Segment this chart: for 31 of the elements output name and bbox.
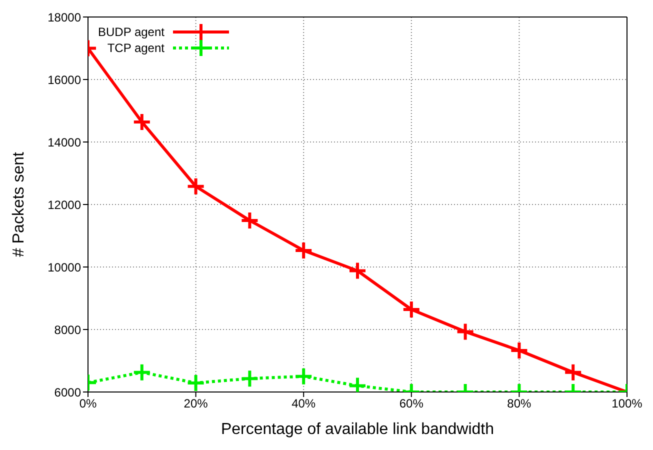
y-tick-label: 6000 <box>54 385 82 400</box>
point <box>348 261 367 280</box>
point <box>132 362 152 382</box>
point <box>132 112 152 132</box>
x-axis-title: Percentage of available link bandwidth <box>220 421 494 438</box>
point <box>456 322 475 342</box>
y-axis-title: # Packets sent <box>10 151 28 257</box>
x-tick-label: 20% <box>184 396 208 411</box>
point <box>240 210 260 230</box>
x-tick-label: 40% <box>292 396 316 411</box>
point <box>294 366 314 386</box>
y-tick-label: 8000 <box>54 322 82 337</box>
point <box>294 240 314 260</box>
y-tick-label: 16000 <box>48 72 82 87</box>
point <box>186 373 206 392</box>
y-tick-label: 14000 <box>48 135 82 150</box>
legend-label: BUDP agent <box>98 25 164 39</box>
x-tick-label: 100% <box>612 396 643 411</box>
point <box>186 176 206 196</box>
x-tick-label: 60% <box>399 396 424 411</box>
y-tick-label: 12000 <box>48 198 82 212</box>
x-tick-label: 80% <box>507 396 532 411</box>
point <box>240 369 260 388</box>
y-tick-label: 10000 <box>48 260 82 274</box>
point <box>510 340 529 360</box>
x-tick-label: 0% <box>79 396 97 411</box>
point <box>402 300 421 319</box>
legend-label: TCP agent <box>107 41 164 55</box>
point <box>564 362 583 382</box>
y-tick-label: 18000 <box>48 10 82 24</box>
point <box>348 376 367 392</box>
